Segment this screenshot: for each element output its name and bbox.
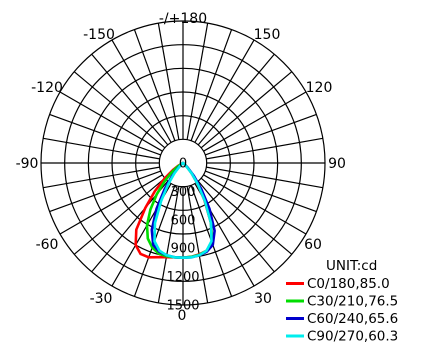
- legend-entry: C60/240,65.6: [307, 311, 398, 327]
- radial-tick-label: 900: [171, 242, 196, 257]
- grid-spoke: [59, 174, 163, 235]
- grid-spoke: [206, 166, 323, 189]
- radial-tick-label: 300: [171, 185, 196, 200]
- angle-label: -150: [83, 27, 115, 43]
- angle-label: 60: [304, 237, 322, 253]
- angle-label: -/+180: [159, 11, 207, 27]
- grid-spoke: [205, 170, 317, 213]
- grid-spoke: [91, 53, 169, 146]
- legend-entry: C90/270,60.3: [307, 329, 398, 345]
- grid-spoke: [43, 137, 160, 160]
- angle-label: -120: [31, 80, 63, 96]
- grid-spoke: [43, 166, 160, 189]
- grid-spoke: [197, 53, 275, 146]
- grid-spoke: [206, 137, 323, 160]
- grid-spoke: [205, 113, 317, 156]
- grid-spoke: [190, 29, 233, 141]
- radial-tick-label: 0: [179, 157, 187, 172]
- angle-label: -60: [36, 237, 59, 253]
- angle-label: 120: [306, 80, 333, 96]
- grid-spoke: [157, 23, 180, 140]
- series-curve: [153, 161, 213, 259]
- grid-spoke: [157, 186, 180, 303]
- intensity-curves: [134, 161, 216, 259]
- angle-label: 150: [254, 27, 281, 43]
- angle-label: -30: [90, 291, 113, 307]
- grid-spoke: [49, 113, 161, 156]
- legend-entry: C30/210,76.5: [307, 294, 398, 310]
- grid-spoke: [73, 71, 166, 149]
- unit-label: UNIT:cd: [326, 258, 377, 274]
- grid-spoke: [186, 186, 209, 303]
- grid-spoke: [186, 23, 209, 140]
- angle-label: 90: [328, 156, 346, 172]
- radial-tick-labels: 0 300 600 900 1200 1500: [166, 157, 199, 314]
- grid-spoke: [197, 180, 275, 273]
- grid-spoke: [73, 177, 166, 255]
- grid-spoke: [49, 170, 161, 213]
- angle-label: 0: [178, 308, 187, 324]
- grid-spoke: [133, 29, 176, 141]
- grid-spoke: [203, 174, 307, 235]
- grid-spoke: [200, 177, 293, 255]
- grid-spoke: [203, 91, 307, 152]
- radial-tick-label: 600: [171, 213, 196, 228]
- grid-spoke: [200, 71, 293, 149]
- grid-spoke: [111, 39, 172, 143]
- angle-label: 30: [254, 291, 272, 307]
- grid-spoke: [194, 39, 255, 143]
- legend-entry: C0/180,85.0: [307, 276, 390, 292]
- grid-spoke: [59, 91, 163, 152]
- radial-tick-label: 1500: [166, 299, 199, 314]
- radial-tick-label: 1200: [166, 270, 199, 285]
- angle-label: -90: [16, 156, 39, 172]
